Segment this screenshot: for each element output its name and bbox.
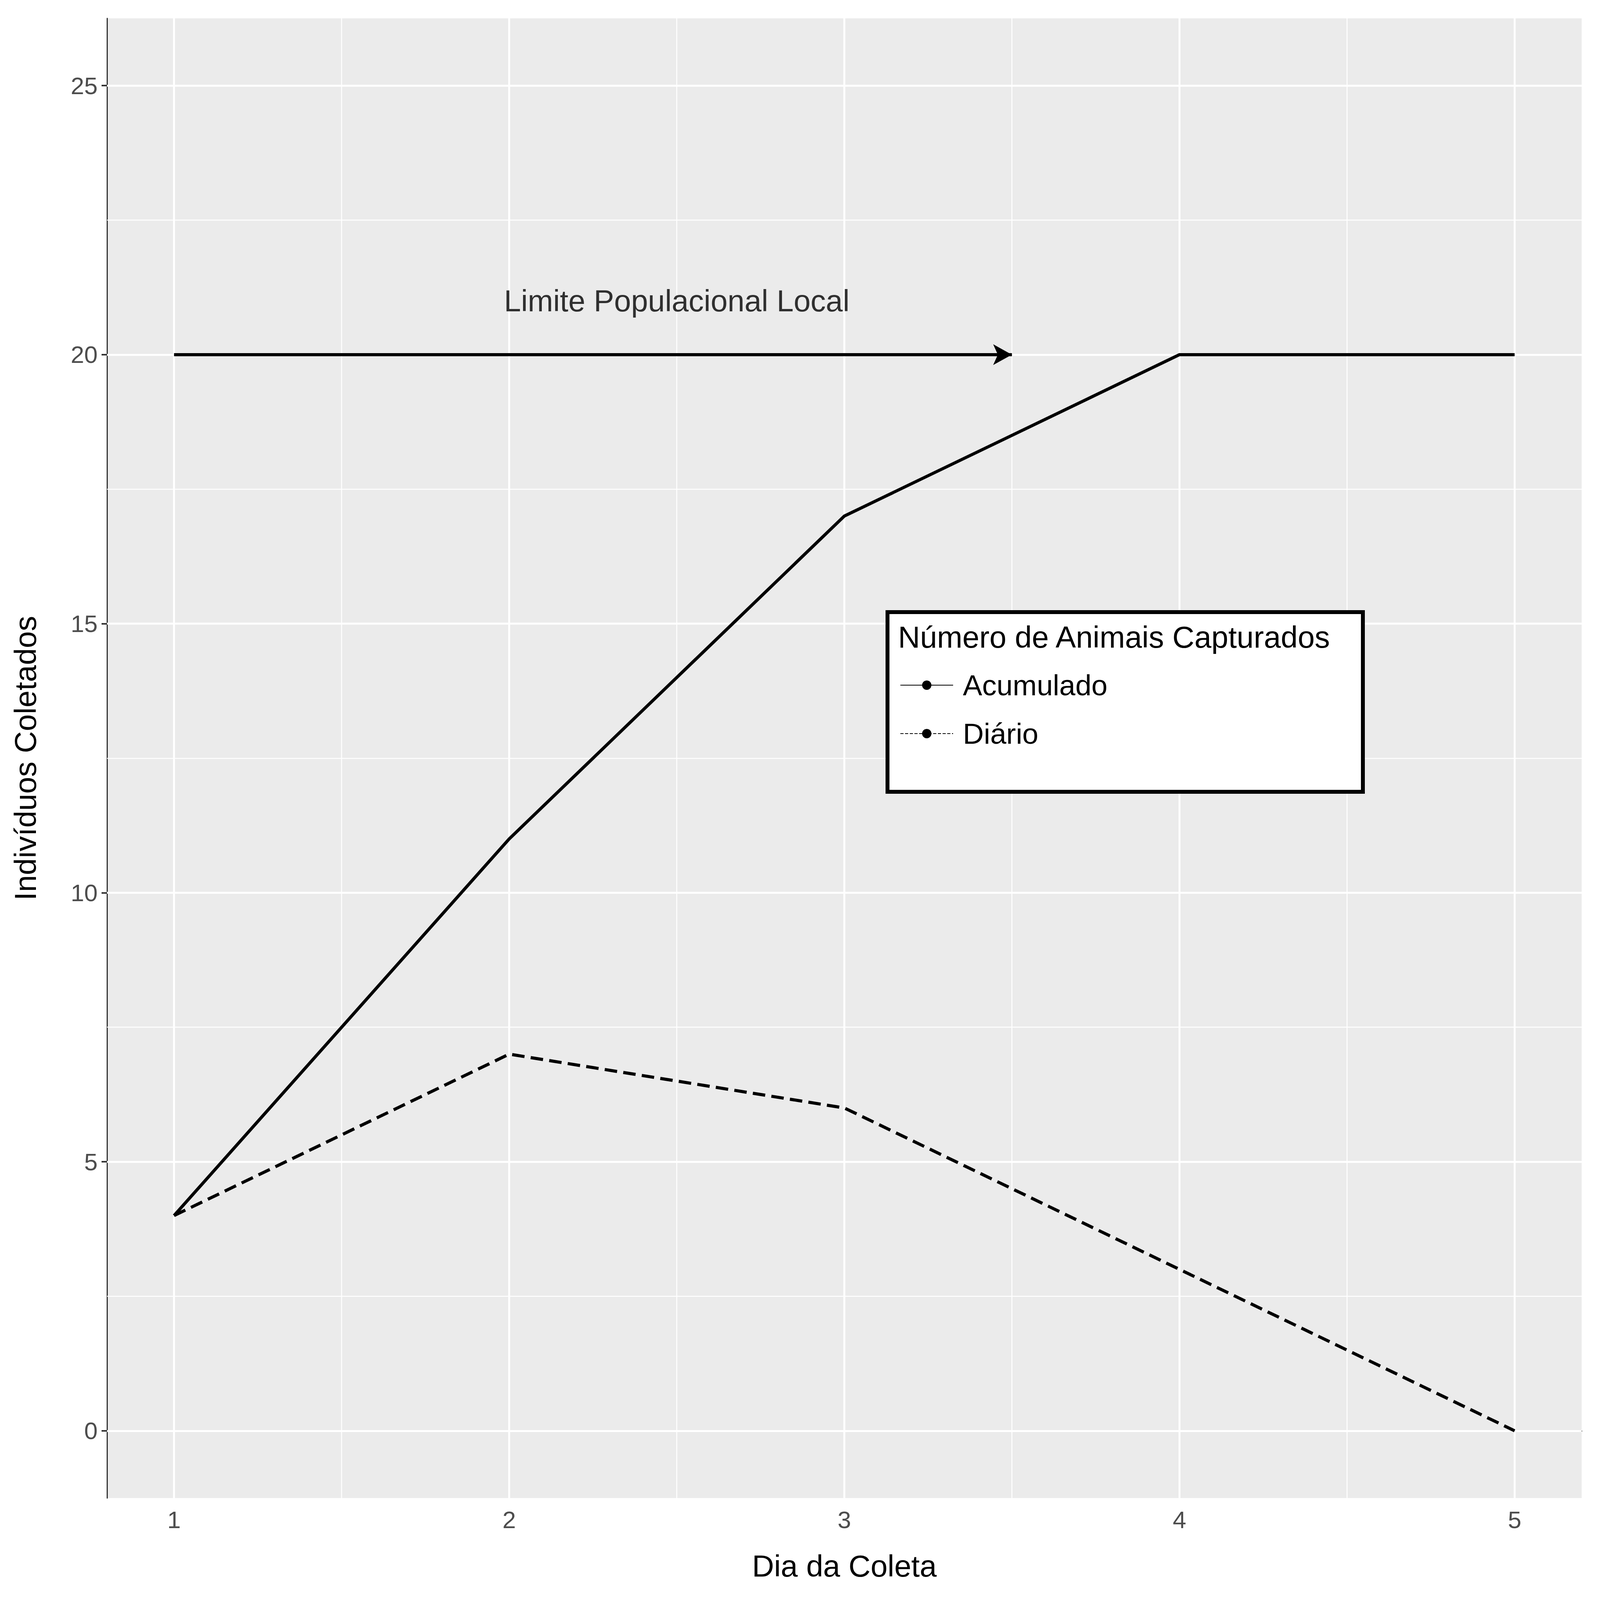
- svg-text:15: 15: [70, 610, 98, 638]
- svg-text:5: 5: [1507, 1506, 1522, 1534]
- svg-text:0: 0: [84, 1417, 98, 1445]
- svg-text:Limite Populacional Local: Limite Populacional Local: [503, 283, 850, 318]
- svg-text:20: 20: [70, 341, 98, 368]
- svg-text:Diário: Diário: [962, 717, 1039, 750]
- svg-text:Acumulado: Acumulado: [962, 669, 1108, 702]
- svg-text:Dia da Coleta: Dia da Coleta: [751, 1548, 937, 1584]
- svg-text:Indivíduos Coletados: Indivíduos Coletados: [8, 616, 43, 901]
- svg-text:Número de Animais Capturados: Número de Animais Capturados: [898, 619, 1331, 655]
- svg-text:1: 1: [167, 1506, 181, 1534]
- svg-text:10: 10: [70, 879, 98, 907]
- svg-text:2: 2: [502, 1506, 516, 1534]
- svg-text:3: 3: [837, 1506, 851, 1534]
- svg-text:4: 4: [1172, 1506, 1186, 1534]
- svg-text:5: 5: [84, 1148, 98, 1176]
- svg-text:25: 25: [70, 72, 98, 100]
